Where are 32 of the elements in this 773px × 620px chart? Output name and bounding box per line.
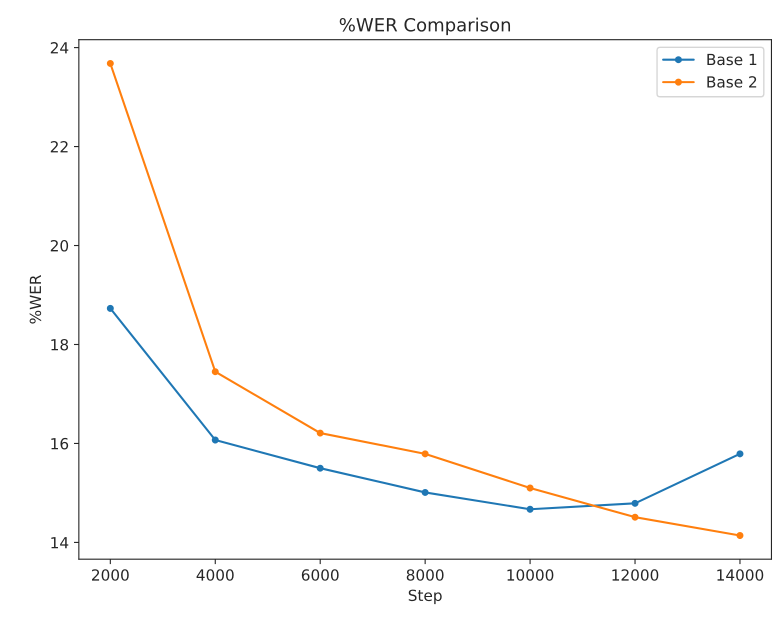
y-tick-label: 20 — [50, 240, 68, 252]
point — [106, 60, 114, 67]
x-tick-label: 2000 — [92, 569, 129, 581]
point — [632, 514, 639, 521]
point — [526, 506, 534, 513]
x-tick-label: 14000 — [717, 569, 764, 581]
y-tick-label: 16 — [51, 438, 68, 450]
point — [526, 484, 534, 492]
x-tick-label: 4000 — [196, 569, 234, 581]
point — [632, 500, 639, 507]
x-tick-label: 6000 — [302, 569, 339, 581]
x-tick-label: 12000 — [612, 569, 658, 581]
x-tick-label: 8000 — [406, 569, 444, 581]
y-axis-title: %WER — [30, 274, 42, 324]
chart-title: %WER Comparison — [340, 18, 510, 36]
point — [736, 450, 744, 458]
point — [316, 464, 324, 472]
point — [736, 532, 744, 539]
point — [316, 430, 324, 437]
y-tick-label: 14 — [51, 537, 68, 548]
legend-label: Base 1 — [707, 54, 756, 66]
legend-label: Base 2 — [707, 76, 756, 88]
point — [422, 488, 429, 496]
y-tick-label: 22 — [50, 141, 68, 152]
x-tick-label: 10000 — [507, 569, 554, 581]
point — [212, 436, 219, 444]
point — [106, 304, 114, 312]
point — [212, 368, 219, 376]
y-tick-label: 18 — [51, 338, 68, 351]
point — [422, 450, 429, 458]
y-tick-label: 24 — [50, 42, 68, 54]
x-axis-title: Step — [408, 590, 442, 604]
